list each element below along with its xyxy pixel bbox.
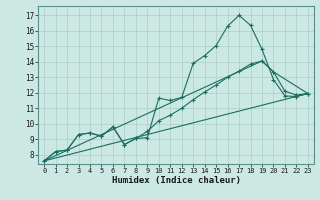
- X-axis label: Humidex (Indice chaleur): Humidex (Indice chaleur): [111, 176, 241, 185]
